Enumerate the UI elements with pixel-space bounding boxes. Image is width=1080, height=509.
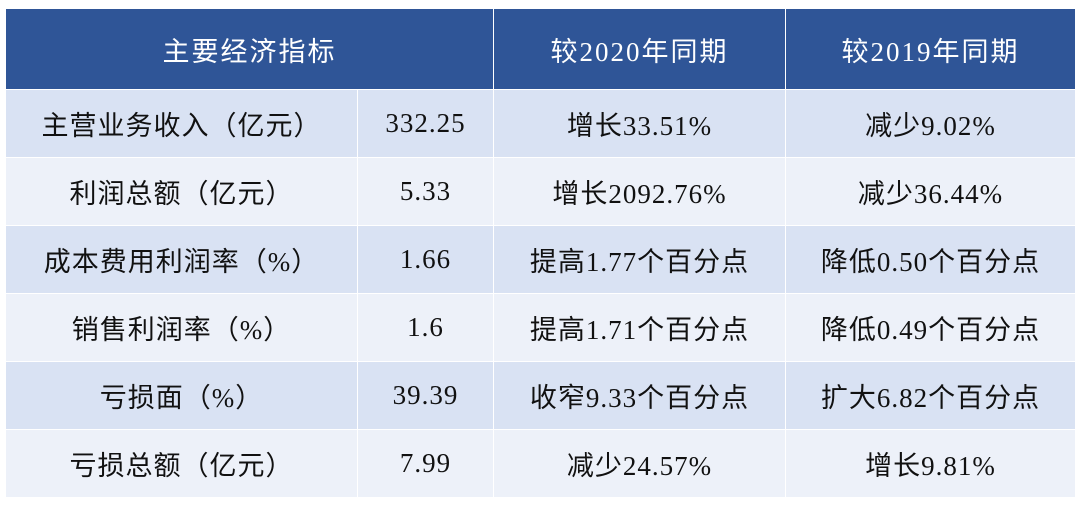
indicator-value: 7.99 — [357, 429, 494, 498]
comparison: 减少24.57% — [493, 429, 786, 498]
indicator-name: 成本费用利润率（%） — [5, 225, 358, 294]
indicator-name: 主营业务收入（亿元） — [5, 89, 358, 158]
table-row: 销售利润率（%） 1.6 提高1.71个百分点 降低0.49个百分点 — [5, 293, 1076, 362]
table-row: 利润总额（亿元） 5.33 增长2092.76% 减少36.44% — [5, 157, 1076, 226]
table-row: 成本费用利润率（%） 1.66 提高1.77个百分点 降低0.50个百分点 — [5, 225, 1076, 294]
header-cell: 主要经济指标 — [5, 8, 494, 90]
comparison: 减少9.02% — [785, 89, 1076, 158]
header-row: 主要经济指标 较2020年同期 较2019年同期 — [5, 8, 1076, 90]
indicator-name: 亏损总额（亿元） — [5, 429, 358, 498]
comparison: 减少36.44% — [785, 157, 1076, 226]
indicator-name: 利润总额（亿元） — [5, 157, 358, 226]
table-row: 亏损总额（亿元） 7.99 减少24.57% 增长9.81% — [5, 429, 1076, 498]
comparison: 增长2092.76% — [493, 157, 786, 226]
table-body: 主营业务收入（亿元） 332.25 增长33.51% 减少9.02% 利润总额（亿元） 5… — [5, 89, 1076, 498]
comparison: 扩大6.82个百分点 — [785, 361, 1076, 430]
header-cell: 较2020年同期 — [493, 8, 786, 90]
header-cell: 较2019年同期 — [785, 8, 1076, 90]
table-header: 主要经济指标 较2020年同期 较2019年同期 — [5, 8, 1076, 90]
comparison: 收窄9.33个百分点 — [493, 361, 786, 430]
table-row: 亏损面（%） 39.39 收窄9.33个百分点 扩大6.82个百分点 — [5, 361, 1076, 430]
comparison: 降低0.50个百分点 — [785, 225, 1076, 294]
table-row: 主营业务收入（亿元） 332.25 增长33.51% 减少9.02% — [5, 89, 1076, 158]
indicator-value: 39.39 — [357, 361, 494, 430]
comparison: 增长9.81% — [785, 429, 1076, 498]
comparison: 提高1.77个百分点 — [493, 225, 786, 294]
indicator-value: 1.66 — [357, 225, 494, 294]
comparison: 降低0.49个百分点 — [785, 293, 1076, 362]
indicator-value: 332.25 — [357, 89, 494, 158]
indicator-name: 销售利润率（%） — [5, 293, 358, 362]
indicator-table: 主要经济指标 较2020年同期 较2019年同期 主营业务收入（亿元） 332.2… — [5, 8, 1076, 498]
indicator-name: 亏损面（%） — [5, 361, 358, 430]
indicator-value: 1.6 — [357, 293, 494, 362]
comparison: 提高1.71个百分点 — [493, 293, 786, 362]
comparison: 增长33.51% — [493, 89, 786, 158]
indicator-value: 5.33 — [357, 157, 494, 226]
